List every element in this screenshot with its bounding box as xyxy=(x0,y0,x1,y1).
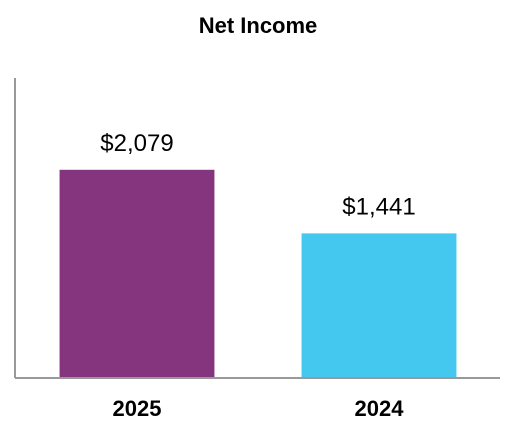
chart-title: Net Income xyxy=(199,13,318,38)
bar xyxy=(59,169,215,377)
x-tick-label: 2025 xyxy=(113,396,162,421)
value-label: $2,079 xyxy=(100,130,173,157)
x-tick-label: 2024 xyxy=(355,396,405,421)
bar xyxy=(301,233,457,377)
value-label: $1,441 xyxy=(342,194,415,221)
